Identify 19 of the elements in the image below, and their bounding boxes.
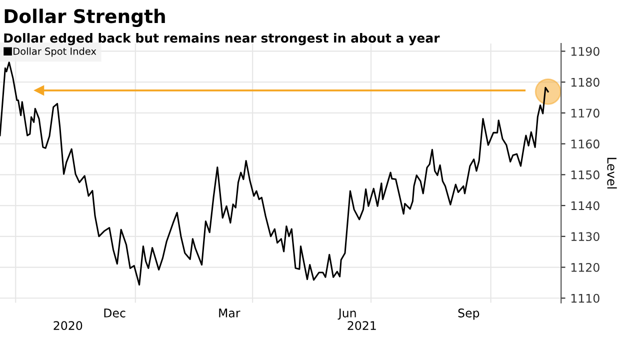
text: 2021 (348, 321, 376, 330)
chart-title: Dollar Strength (4, 8, 165, 27)
y-tick-label: 1160 (571, 140, 600, 148)
y-tick-label: 1190 (571, 46, 600, 56)
x-tick-label: Jun (338, 308, 356, 320)
chart-subtitle: Dollar edged back but remains near strongest in about a year (4, 33, 440, 46)
y-tick-label: 1110 (571, 294, 600, 303)
y-tick-label: 1140 (571, 201, 600, 210)
text: 2020 (54, 321, 82, 330)
y-tick-label: 1150 (571, 170, 600, 180)
y-tick-label: 1120 (571, 262, 600, 272)
x-tick-label: Sep (458, 308, 480, 320)
y-axis-title: Level (607, 158, 617, 188)
y-tick-label: 1170 (571, 108, 600, 118)
y-tick-label: 1130 (571, 232, 600, 242)
x-tick-label: Dec (104, 308, 126, 318)
x-tick-label: Mar (219, 308, 240, 318)
y-tick-label: 1180 (571, 78, 600, 87)
legend-label: Dollar Spot Index (14, 47, 96, 57)
